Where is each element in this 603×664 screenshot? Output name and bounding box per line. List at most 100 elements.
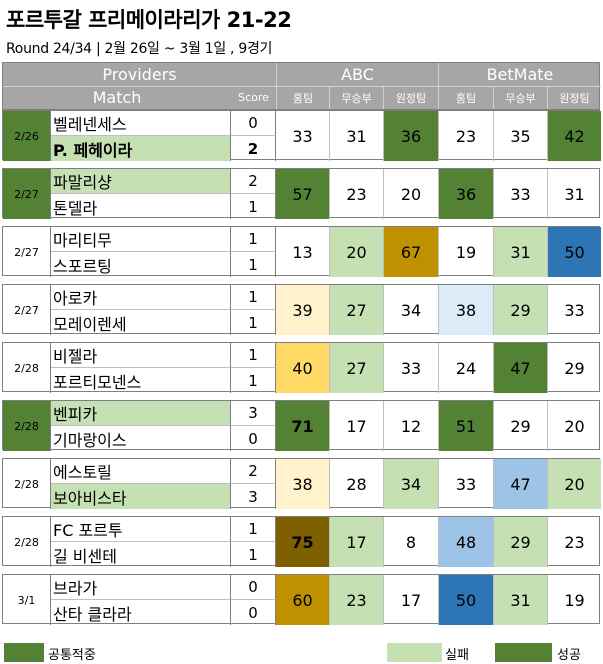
match-date: 2/28 <box>3 343 51 393</box>
match-date: 2/27 <box>3 169 51 219</box>
betmate-home-pct: 23 <box>438 111 493 161</box>
betmate-draw-pct: 33 <box>493 169 547 219</box>
away-score: 1 <box>231 310 276 335</box>
match-date: 3/1 <box>3 575 51 625</box>
betmate-away-pct: 29 <box>547 343 601 393</box>
betmate-home-pct: 24 <box>438 343 493 393</box>
home-team: 벨레넨세스 <box>51 111 231 136</box>
betmate-away-pct: 20 <box>547 459 601 509</box>
header-abc-away: 원정팀 <box>383 86 438 109</box>
betmate-home-pct: 48 <box>438 517 493 567</box>
legend-swatch-success <box>495 643 552 662</box>
match-row: 2/26 벨레넨세스 0 P. 페헤이라 2 33 31 36 23 35 42 <box>2 110 601 161</box>
away-score: 1 <box>231 194 276 219</box>
betmate-home-pct: 33 <box>438 459 493 509</box>
away-score: 0 <box>231 600 276 625</box>
home-score: 3 <box>231 401 276 426</box>
away-score: 1 <box>231 542 276 567</box>
round-subtitle: Round 24/34 | 2월 26일 ~ 3월 1일 , 9경기 <box>6 41 273 57</box>
match-row: 2/28 비젤라 1 포르티모넨스 1 40 27 33 24 47 29 <box>2 342 601 393</box>
match-date: 2/28 <box>3 459 51 509</box>
header-abc: ABC <box>276 63 438 87</box>
header-betmate-home: 홈팀 <box>438 86 493 109</box>
abc-home-pct: 13 <box>292 242 313 262</box>
home-team: 비젤라 <box>51 343 231 368</box>
betmate-home-pct: 36 <box>438 169 493 219</box>
abc-away-pct: 34 <box>383 285 438 335</box>
away-score: 3 <box>231 484 276 509</box>
match-row: 2/27 아로카 1 모레이렌세 1 39 27 34 38 29 33 <box>2 284 601 335</box>
abc-away-pct: 33 <box>383 343 438 393</box>
abc-draw-pct: 28 <box>329 459 383 509</box>
abc-home-pct: 40 <box>276 343 329 393</box>
betmate-away-pct: 31 <box>547 169 601 219</box>
home-team: 브라가 <box>51 575 231 600</box>
away-team: 길 비센테 <box>51 542 231 567</box>
match-date: 2/27 <box>3 227 51 277</box>
header-score: Score <box>238 91 269 105</box>
betmate-draw-pct: 29 <box>493 517 547 567</box>
home-score: 0 <box>231 111 276 136</box>
abc-home-pct: 38 <box>276 459 329 509</box>
away-team: 산타 클라라 <box>51 600 231 625</box>
abc-away-pct: 12 <box>383 401 438 451</box>
betmate-draw-pct: 47 <box>493 459 547 509</box>
home-team: FC 포르투 <box>51 517 231 542</box>
page-title: 포르투갈 프리메이라리가 21-22 <box>6 8 292 32</box>
legend-label-fail: 실패 <box>445 648 469 663</box>
betmate-draw-pct: 31 <box>493 575 547 625</box>
abc-draw-pct: 31 <box>329 111 383 161</box>
header-abc-draw: 무승부 <box>329 86 383 109</box>
abc-draw-pct: 27 <box>329 285 383 335</box>
prediction-table: Providers ABC BetMate Match Score 홈팀 무승부… <box>2 62 601 625</box>
header-betmate: BetMate <box>438 63 601 87</box>
legend-label-common: 공통적중 <box>48 648 96 663</box>
home-score: 1 <box>231 227 276 252</box>
match-row: 2/28 에스토릴 2 보아비스타 3 38 28 34 33 47 20 <box>2 458 601 509</box>
match-row: 2/28 벤피카 3 기마랑이스 0 71 17 12 51 29 20 <box>2 400 601 451</box>
home-score: 2 <box>231 459 276 484</box>
betmate-away-pct: 19 <box>547 575 601 625</box>
table-header: Providers ABC BetMate Match Score 홈팀 무승부… <box>2 62 601 110</box>
abc-home-pct: 33 <box>292 126 313 146</box>
match-row: 2/27 마리티무 1 스포르팅 1 13 20 67 19 31 50 <box>2 226 601 277</box>
legend: 공통적중 실패 성공 <box>2 643 600 663</box>
home-score: 1 <box>231 517 276 542</box>
away-team: 스포르팅 <box>51 252 231 277</box>
abc-away-pct: 67 <box>383 227 438 277</box>
header-betmate-away: 원정팀 <box>547 86 601 109</box>
match-row: 2/28 FC 포르투 1 길 비센테 1 75 17 8 48 29 23 <box>2 516 601 567</box>
abc-draw-pct: 17 <box>329 401 383 451</box>
betmate-home-pct: 19 <box>438 227 493 277</box>
abc-home-pct: 71 <box>276 401 329 451</box>
abc-home-pct: 75 <box>276 517 329 567</box>
home-team: 벤피카 <box>51 401 231 426</box>
betmate-away-pct: 33 <box>547 285 601 335</box>
betmate-draw-pct: 47 <box>493 343 547 393</box>
abc-away-pct: 17 <box>383 575 438 625</box>
betmate-home-pct: 38 <box>438 285 493 335</box>
legend-swatch-common <box>4 643 44 662</box>
header-match: Match <box>92 88 142 108</box>
betmate-draw-pct: 29 <box>493 285 547 335</box>
home-team: 아로카 <box>51 285 231 310</box>
abc-away-pct: 36 <box>383 111 438 161</box>
away-team: 기마랑이스 <box>51 426 231 451</box>
header-abc-home: 홈팀 <box>276 86 329 109</box>
match-date: 2/28 <box>3 517 51 567</box>
betmate-draw-pct: 35 <box>493 111 547 161</box>
away-team: 톤델라 <box>51 194 231 219</box>
legend-swatch-fail <box>387 643 442 662</box>
abc-home-pct: 39 <box>276 285 329 335</box>
betmate-away-pct: 20 <box>547 401 601 451</box>
betmate-away-pct: 50 <box>547 227 601 277</box>
betmate-away-pct: 23 <box>547 517 601 567</box>
away-team: 포르티모넨스 <box>51 368 231 393</box>
abc-home-pct: 57 <box>276 169 329 219</box>
header-betmate-draw: 무승부 <box>493 86 547 109</box>
home-team: 마리티무 <box>51 227 231 252</box>
home-team: 파말리샹 <box>51 169 231 194</box>
abc-away-pct: 34 <box>383 459 438 509</box>
home-score: 2 <box>231 169 276 194</box>
legend-label-success: 성공 <box>557 648 581 663</box>
